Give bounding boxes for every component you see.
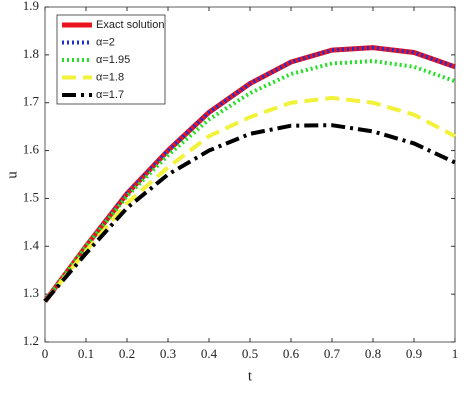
y-tick-label: 1.4 [23, 237, 40, 252]
y-tick-label: 1.8 [23, 46, 39, 61]
series-line [43, 45, 456, 303]
y-tick-label: 1.7 [23, 94, 40, 109]
legend-label: α=1.95 [96, 54, 130, 66]
x-tick-label: 0.1 [78, 346, 94, 361]
x-tick-label: 0.4 [201, 346, 218, 361]
x-tick-label: 0.8 [365, 346, 381, 361]
series-line [43, 123, 456, 303]
series-line [43, 95, 456, 303]
series-line [43, 59, 456, 303]
y-tick-label: 1.3 [23, 285, 39, 300]
legend-label: α=2 [96, 36, 115, 48]
legend-label: α=1.8 [96, 71, 124, 83]
x-axis-label: t [248, 368, 253, 384]
legend-label: α=1.7 [96, 89, 124, 101]
legend-box [56, 14, 166, 105]
x-tick-label: 0.7 [324, 346, 341, 361]
y-axis-label: u [4, 171, 20, 179]
x-tick-label: 1 [452, 346, 459, 361]
legend-label: Exact solution [96, 19, 164, 31]
x-tick-label: 0.3 [160, 346, 176, 361]
y-tick-label: 1.2 [23, 333, 39, 348]
x-tick-label: 0.5 [242, 346, 258, 361]
x-tick-label: 0 [42, 346, 49, 361]
y-tick-label: 1.9 [23, 0, 39, 13]
y-tick-label: 1.5 [23, 189, 39, 204]
y-tick-label: 1.6 [23, 142, 40, 157]
x-tick-label: 0.2 [119, 346, 135, 361]
x-tick-label: 0.6 [283, 346, 300, 361]
x-tick-label: 0.9 [406, 346, 422, 361]
